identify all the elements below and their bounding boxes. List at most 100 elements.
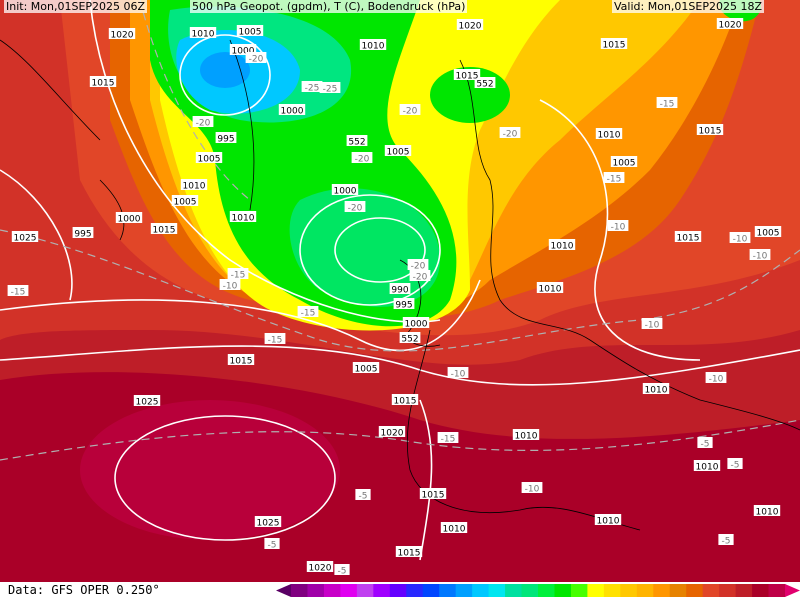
svg-text:552: 552 [348, 138, 365, 148]
colorbar-swatch [291, 584, 308, 597]
contour-label: 1020 [378, 426, 406, 439]
contour-label: -25 [319, 82, 341, 95]
colorbar-swatch [570, 584, 588, 597]
map-footer: Data: GFS OPER 0.250° [0, 582, 800, 600]
contour-label: 1005 [384, 145, 412, 158]
contour-label: 1020 [456, 19, 484, 32]
contour-label: 552 [399, 332, 421, 345]
colorbar-swatch [702, 584, 720, 597]
contour-label: 995 [72, 227, 94, 240]
svg-text:1015: 1015 [456, 72, 479, 82]
svg-text:1020: 1020 [111, 31, 134, 41]
svg-text:1000: 1000 [281, 107, 304, 117]
svg-text:1015: 1015 [92, 79, 115, 89]
contour-label: 1000 [278, 104, 306, 117]
contour-label: -15 [656, 97, 678, 110]
contour-label: 1010 [536, 282, 564, 295]
svg-text:1000: 1000 [405, 320, 428, 330]
svg-text:-15: -15 [660, 100, 675, 110]
svg-text:-20: -20 [196, 119, 211, 129]
svg-text:1010: 1010 [183, 182, 206, 192]
svg-text:-15: -15 [11, 288, 26, 298]
cold-core-blue [200, 52, 250, 88]
geopotential-contours [0, 0, 800, 561]
contour-label: -15 [603, 172, 625, 185]
svg-text:-10: -10 [451, 370, 466, 380]
contour-label: -10 [705, 372, 727, 385]
contour-label: -5 [355, 489, 371, 502]
svg-text:-5: -5 [268, 541, 277, 551]
svg-text:1025: 1025 [257, 519, 280, 529]
svg-text:-25: -25 [305, 84, 320, 94]
colorbar-swatch [620, 584, 638, 597]
contour-label: -20 [407, 259, 429, 272]
svg-text:1015: 1015 [699, 127, 722, 137]
colorbar-swatch [636, 584, 654, 597]
svg-text:1010: 1010 [539, 285, 562, 295]
svg-text:1010: 1010 [232, 214, 255, 224]
contour-label: -5 [727, 458, 743, 471]
contour-label: -5 [264, 538, 280, 551]
contour-label: 1015 [674, 231, 702, 244]
contour-label: 1025 [254, 516, 282, 529]
contour-label: -15 [264, 333, 286, 346]
svg-text:-20: -20 [413, 273, 428, 283]
svg-text:-15: -15 [231, 271, 246, 281]
svg-text:-5: -5 [359, 492, 368, 502]
contour-label: 1000 [331, 184, 359, 197]
contour-label: 1005 [171, 195, 199, 208]
contour-label: 1015 [227, 354, 255, 367]
contour-label: 1020 [716, 18, 744, 31]
contour-label: 1010 [642, 383, 670, 396]
contour-label: -15 [297, 306, 319, 319]
svg-text:-10: -10 [753, 252, 768, 262]
svg-text:1015: 1015 [398, 549, 421, 559]
colorbar-swatch [389, 584, 407, 597]
colorbar-swatch [603, 584, 621, 597]
contour-label: 1005 [195, 152, 223, 165]
colorbar-swatch [521, 584, 539, 597]
colorbar-swatch [735, 584, 753, 597]
contour-label: 1015 [391, 394, 419, 407]
contour-label: 995 [393, 298, 415, 311]
svg-text:1010: 1010 [696, 463, 719, 473]
svg-text:-20: -20 [249, 55, 264, 65]
colorbar-swatch [340, 584, 358, 597]
colorbar-swatch [653, 584, 671, 597]
contour-label: -10 [729, 232, 751, 245]
contour-label: -15 [7, 285, 29, 298]
colorbar-swatch [505, 584, 523, 597]
contour-label: 990 [389, 283, 411, 296]
svg-text:1005: 1005 [757, 229, 780, 239]
color-scale-bar [276, 584, 800, 597]
contour-label: -20 [192, 116, 214, 129]
svg-text:1005: 1005 [355, 365, 378, 375]
colorbar-swatch [439, 584, 457, 597]
colorbar-swatch [356, 584, 374, 597]
contour-label: 1010 [753, 505, 781, 518]
contour-label: -10 [219, 279, 241, 292]
colorbar-swatch [406, 584, 424, 597]
contour-label: -20 [409, 270, 431, 283]
contour-label: -5 [697, 437, 713, 450]
svg-text:1010: 1010 [597, 517, 620, 527]
contour-label: 1010 [440, 522, 468, 535]
contour-label: 1010 [189, 27, 217, 40]
contour-label: 1010 [180, 179, 208, 192]
svg-text:-20: -20 [355, 155, 370, 165]
contour-label: 1010 [359, 39, 387, 52]
valid-time: Valid: Mon,01SEP2025 18Z [612, 0, 764, 13]
svg-text:-10: -10 [223, 282, 238, 292]
contour-label: -15 [437, 432, 459, 445]
colorbar-swatch [276, 584, 291, 597]
contour-label: 1000 [115, 212, 143, 225]
contour-label: 1005 [754, 226, 782, 239]
contour-label: -15 [227, 268, 249, 281]
contour-label: 1005 [236, 25, 264, 38]
svg-text:1010: 1010 [515, 432, 538, 442]
colorbar-swatch [422, 584, 440, 597]
svg-text:995: 995 [395, 301, 412, 311]
contour-label: 552 [474, 77, 496, 90]
svg-text:-20: -20 [403, 107, 418, 117]
